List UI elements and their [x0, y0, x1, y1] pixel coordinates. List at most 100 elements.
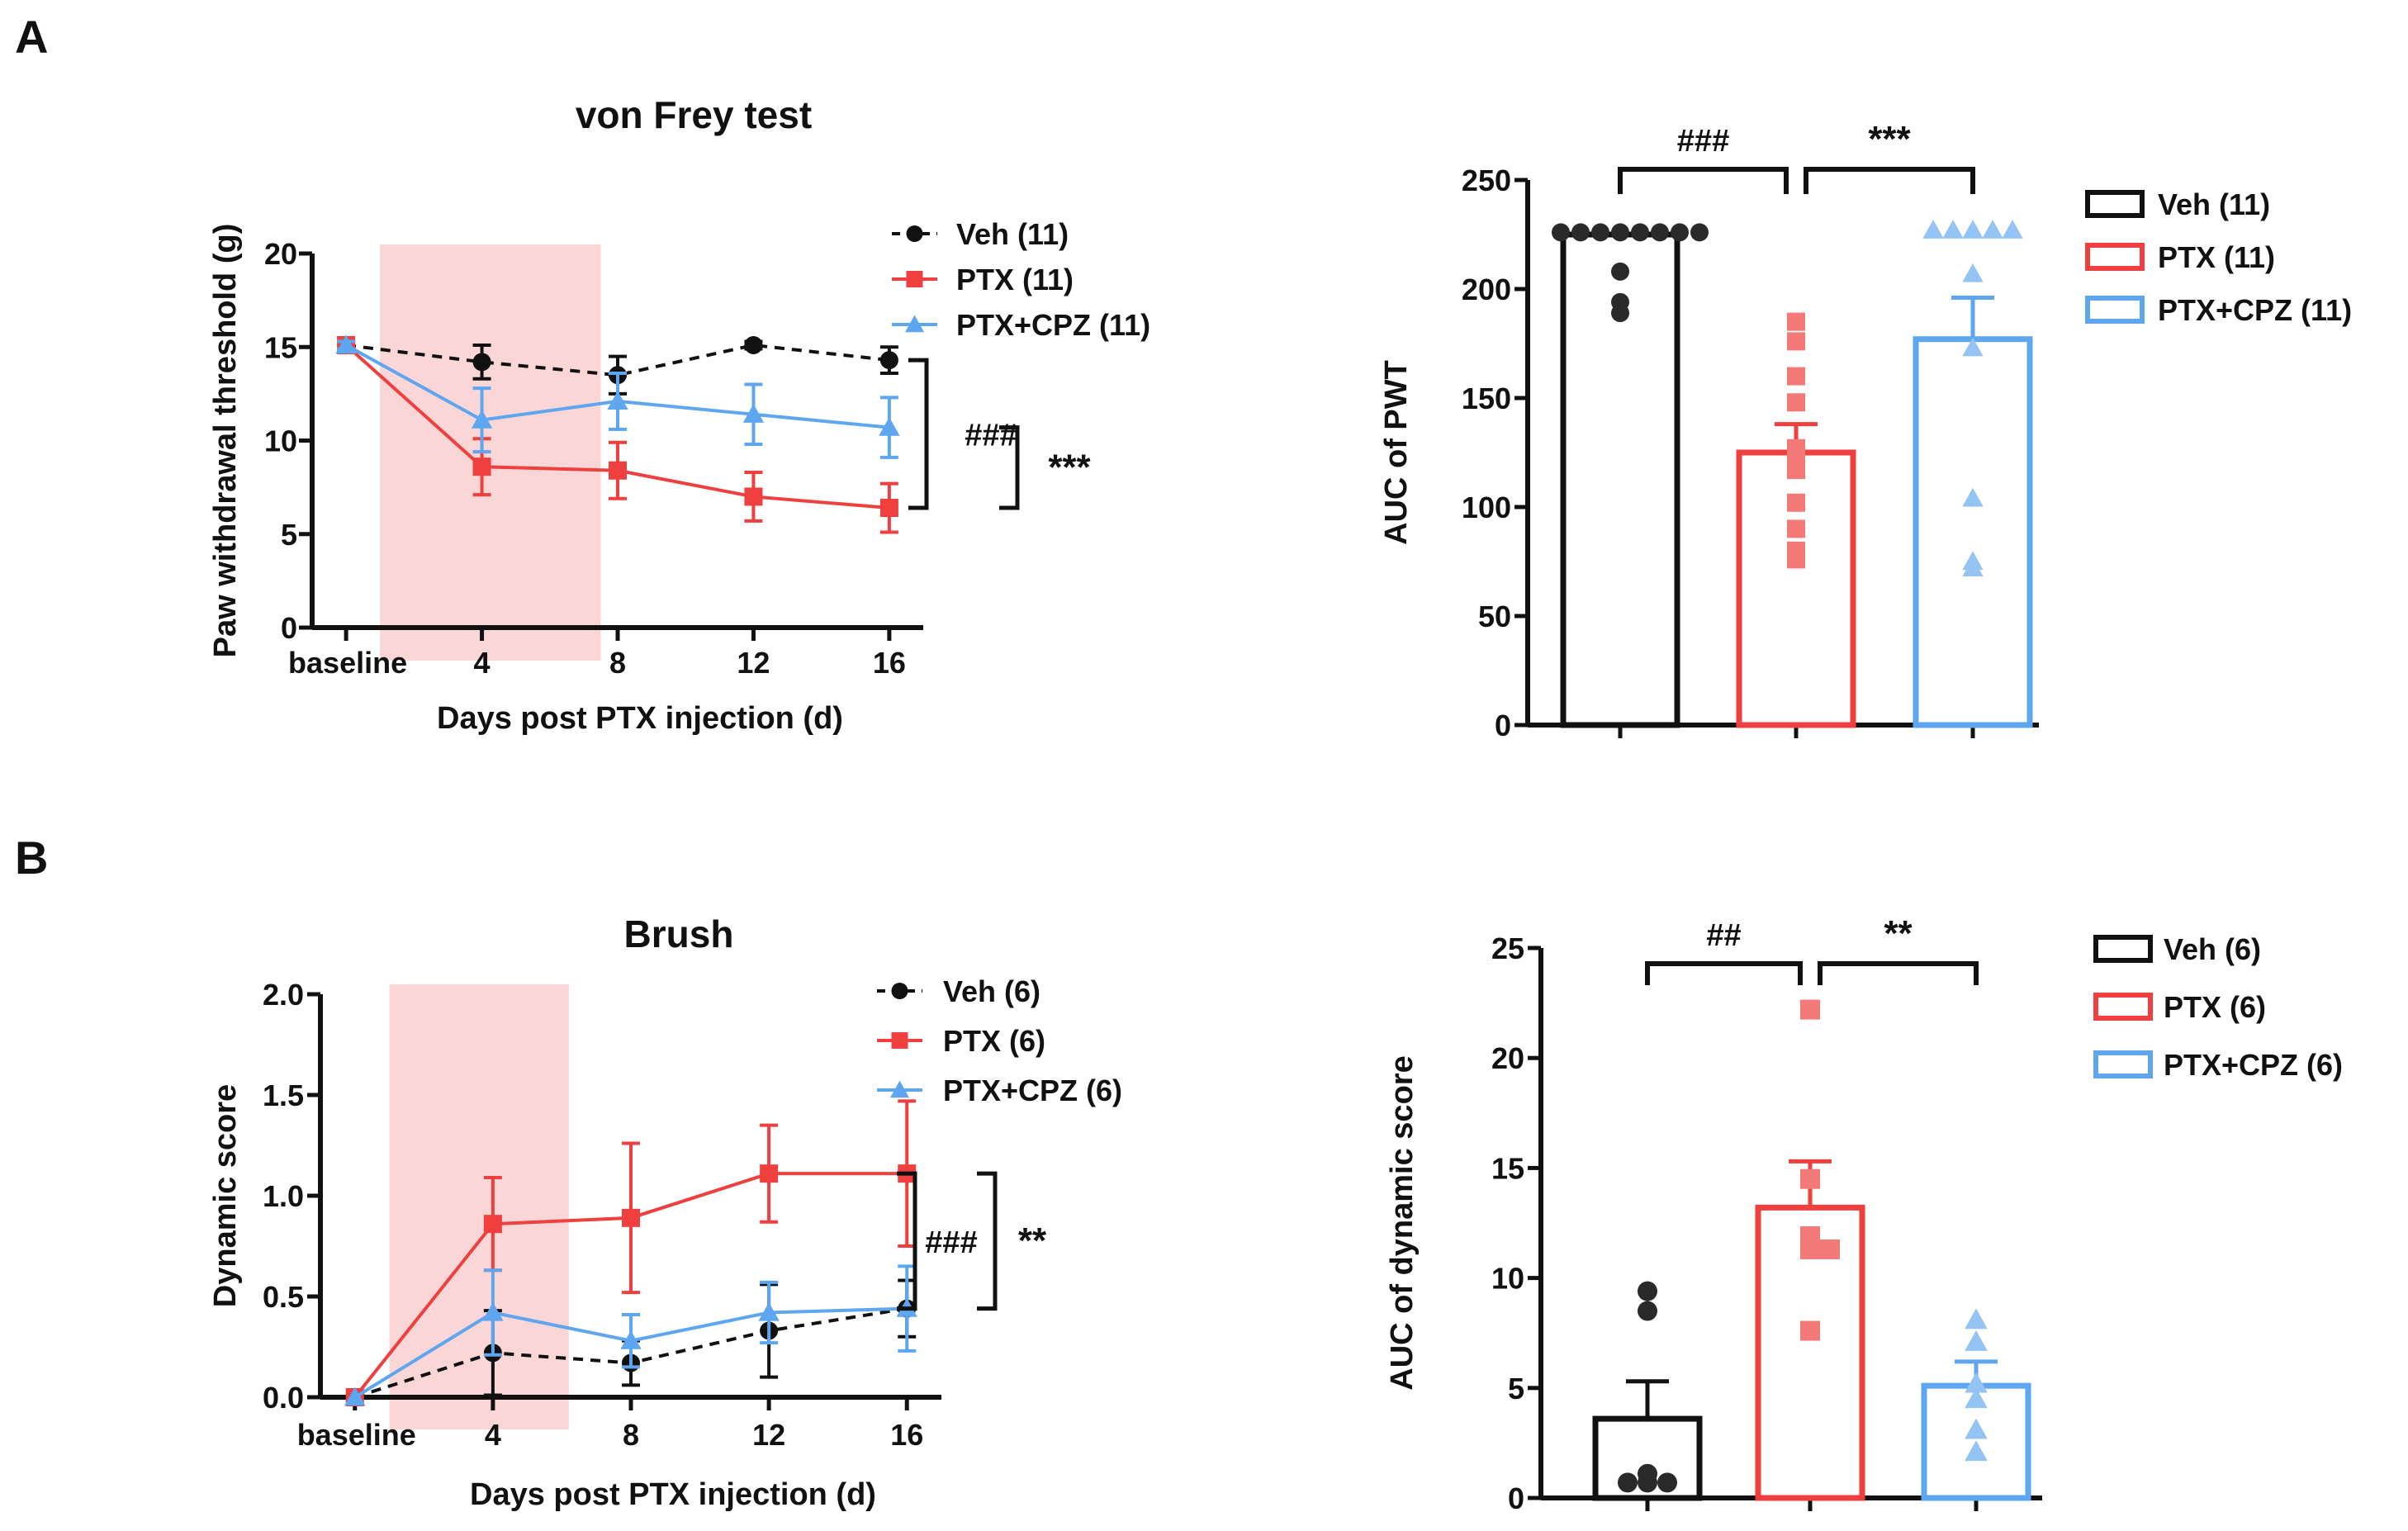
y-axis-label: Dynamic score — [208, 1084, 243, 1307]
y-tick-label: 5 — [1508, 1372, 1524, 1405]
bar-chart-auc-dynamic-score: 0 5 10 15 20 25 AUC of dynamic score Veh (6) PTX… — [1385, 913, 2343, 1515]
data-point-veh-6 — [1638, 1463, 1657, 1484]
significance-bracket — [897, 1171, 917, 1311]
series-ptx-cpz-11 — [335, 334, 900, 459]
y-tick-label: 2.0 — [263, 978, 304, 1012]
data-point-ptx-11 — [1787, 493, 1805, 512]
data-point-ptx-11 — [609, 461, 627, 480]
data-point-veh-11 — [744, 335, 763, 354]
y-tick-label: 25 — [1491, 931, 1524, 965]
bar-ptx-cpz-11 — [1913, 336, 2033, 728]
data-point-ptx-6 — [1800, 1239, 1820, 1259]
data-point-ptx-11 — [1787, 367, 1805, 386]
y-tick-label: 150 — [1462, 382, 1511, 415]
data-point-ptx-6 — [1820, 1239, 1840, 1259]
data-point-ptx-6 — [1800, 1168, 1820, 1189]
series-line-veh-11 — [345, 343, 890, 377]
significance-bracket — [1618, 167, 1789, 194]
data-point-ptx-cpz-6 — [758, 1301, 780, 1321]
data-point-veh-6 — [1638, 1281, 1657, 1301]
data-point-ptx-cpz-11 — [1962, 337, 1984, 357]
y-tick-label: 20 — [264, 237, 297, 271]
significance-bracket — [1818, 961, 1979, 985]
legend-label-ptx-cpz-6: PTX+CPZ (6) — [943, 1074, 1122, 1107]
panel-label-b: B — [15, 832, 48, 884]
significance-bracket — [977, 1171, 998, 1311]
legend-swatch-ptx-11 — [2085, 243, 2145, 271]
data-point-ptx-11 — [1787, 550, 1805, 569]
data-point-ptx-cpz-6 — [1965, 1387, 1988, 1409]
data-point-veh-6 — [1618, 1472, 1638, 1493]
treatment-window-shade — [389, 984, 569, 1429]
data-point-veh-11 — [1671, 223, 1689, 242]
legend-marker-ptx-cpz-11 — [905, 315, 924, 333]
legend-swatch-veh-11 — [2085, 190, 2145, 218]
data-point-ptx-cpz-11 — [1962, 220, 1984, 239]
y-tick-label: 250 — [1462, 164, 1511, 197]
legend-label-ptx-6: PTX (6) — [943, 1024, 1045, 1058]
data-point-ptx-cpz-11 — [335, 334, 357, 354]
data-point-veh-11 — [1571, 223, 1590, 242]
legend-label-ptx-cpz-6: PTX+CPZ (6) — [2164, 1048, 2343, 1082]
data-point-ptx-cpz-11 — [1922, 220, 1944, 239]
y-tick-label: 5 — [281, 518, 297, 552]
significance-label: ### — [965, 419, 1017, 453]
y-tick-label: 0.0 — [263, 1381, 304, 1415]
x-tick-label: 8 — [609, 646, 626, 680]
data-point-ptx-11 — [879, 499, 898, 518]
bar-chart-auc-pwt: 0 50 100 150 200 250 AUC of PWT Veh (11) PTX (11… — [1379, 119, 2352, 742]
data-point-ptx-cpz-6 — [482, 1301, 504, 1321]
data-point-ptx-cpz-11 — [1962, 487, 1984, 507]
y-tick-label: 200 — [1462, 273, 1511, 306]
data-point-ptx-cpz-11 — [1942, 220, 1964, 239]
significance-label: ** — [1884, 913, 1913, 954]
y-tick-label: 100 — [1462, 491, 1511, 524]
legend-label-ptx-11: PTX (11) — [2158, 240, 2275, 274]
legend-label-ptx-cpz-11: PTX+CPZ (11) — [2158, 293, 2352, 327]
y-tick-label: 50 — [1478, 600, 1511, 633]
data-point-veh-11 — [1611, 304, 1629, 323]
legend-marker-ptx-cpz-6 — [890, 1080, 909, 1098]
data-point-ptx-6 — [483, 1215, 502, 1234]
legend-label-veh-11: Veh (11) — [956, 217, 1069, 251]
data-point-veh-11 — [1552, 223, 1570, 242]
data-point-ptx-6 — [622, 1208, 640, 1227]
y-tick-label: 15 — [264, 330, 297, 364]
data-point-ptx-cpz-11 — [742, 404, 765, 423]
y-tick-label: 0.5 — [263, 1280, 304, 1314]
chart-title: Brush — [624, 912, 734, 955]
y-tick-label: 15 — [1491, 1151, 1524, 1185]
data-point-ptx-11 — [1787, 519, 1805, 538]
y-tick-label: 0 — [1508, 1481, 1524, 1515]
data-point-ptx-cpz-11 — [471, 409, 493, 429]
significance-label: ## — [1706, 918, 1741, 953]
x-axis-label: Days post PTX injection (d) — [437, 701, 843, 736]
data-point-ptx-6 — [1800, 999, 1820, 1020]
data-point-ptx-cpz-11 — [2002, 220, 2023, 239]
legend-label-veh-6: Veh (6) — [943, 974, 1040, 1008]
legend-label-ptx-cpz-11: PTX+CPZ (11) — [956, 308, 1150, 342]
data-point-veh-11 — [472, 353, 491, 372]
data-point-ptx-11 — [1787, 312, 1805, 331]
legend-marker-veh-6 — [891, 983, 908, 999]
data-point-ptx-cpz-11 — [1962, 263, 1984, 282]
significance-label: *** — [1048, 447, 1091, 487]
data-point-veh-6 — [1638, 1301, 1657, 1321]
line-chart-von-frey: 0 5 10 15 20 baseline 4 8 12 16 von Frey test Days … — [208, 93, 1150, 736]
data-point-veh-11 — [1611, 262, 1629, 281]
significance-label: ### — [1677, 124, 1729, 159]
significance-bracket — [908, 358, 929, 510]
data-point-ptx-cpz-6 — [1965, 1440, 1988, 1462]
y-tick-label: 0 — [1495, 709, 1511, 742]
y-tick-label: 1.0 — [263, 1179, 304, 1213]
significance-bracket — [1645, 961, 1803, 985]
data-point-ptx-cpz-11 — [879, 416, 900, 436]
data-point-veh-11 — [1651, 223, 1669, 242]
chart-title: von Frey test — [576, 93, 812, 136]
data-point-ptx-cpz-11 — [607, 391, 628, 410]
data-point-ptx-11 — [1787, 332, 1805, 351]
significance-bracket — [1804, 167, 1975, 194]
legend-marker-ptx-11 — [906, 271, 923, 287]
data-point-veh-11 — [879, 351, 898, 370]
